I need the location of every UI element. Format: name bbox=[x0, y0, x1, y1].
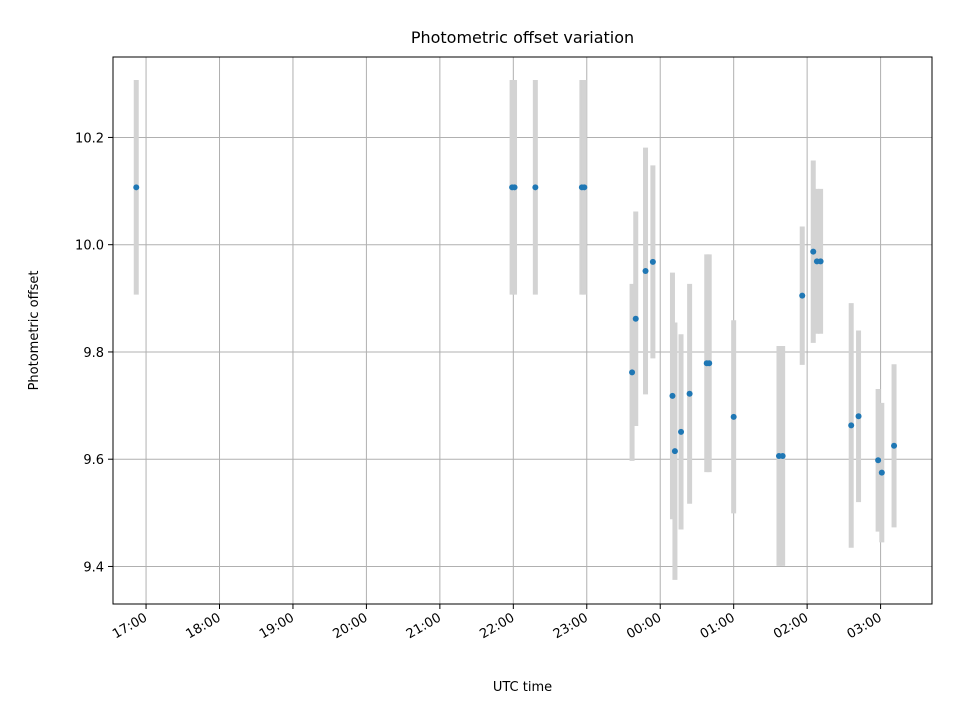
y-tick-label: 9.6 bbox=[83, 453, 104, 468]
data-point bbox=[855, 413, 862, 420]
data-point bbox=[730, 413, 737, 420]
data-point bbox=[649, 258, 656, 265]
y-tick-label: 9.8 bbox=[83, 346, 104, 361]
data-point bbox=[779, 452, 786, 459]
data-point bbox=[678, 428, 685, 435]
data-point bbox=[810, 248, 817, 255]
y-axis-label: Photometric offset bbox=[27, 271, 42, 391]
plot-frame bbox=[112, 56, 933, 605]
x-axis-label: UTC time bbox=[493, 680, 552, 695]
data-point bbox=[848, 422, 855, 429]
data-point bbox=[669, 392, 676, 399]
data-point bbox=[642, 267, 649, 274]
data-point bbox=[671, 448, 678, 455]
data-point bbox=[878, 469, 885, 476]
y-tick-label: 10.2 bbox=[75, 131, 104, 146]
data-point bbox=[891, 442, 898, 449]
data-point bbox=[817, 258, 824, 265]
data-point bbox=[133, 184, 140, 191]
data-point bbox=[632, 315, 639, 322]
y-axis-ticks: 9.4 9.6 9.8 10.0 10.2 bbox=[75, 131, 113, 575]
data-point bbox=[511, 184, 518, 191]
y-tick-label: 10.0 bbox=[75, 239, 104, 254]
data-point bbox=[629, 369, 636, 376]
data-point bbox=[532, 184, 539, 191]
data-point bbox=[686, 390, 693, 397]
y-tick-label: 9.4 bbox=[83, 560, 104, 575]
data-point bbox=[875, 457, 882, 464]
data-points bbox=[133, 184, 898, 476]
data-point bbox=[581, 184, 588, 191]
chart-title: Photometric offset variation bbox=[411, 28, 634, 47]
data-point bbox=[706, 360, 713, 367]
data-point bbox=[799, 292, 806, 299]
